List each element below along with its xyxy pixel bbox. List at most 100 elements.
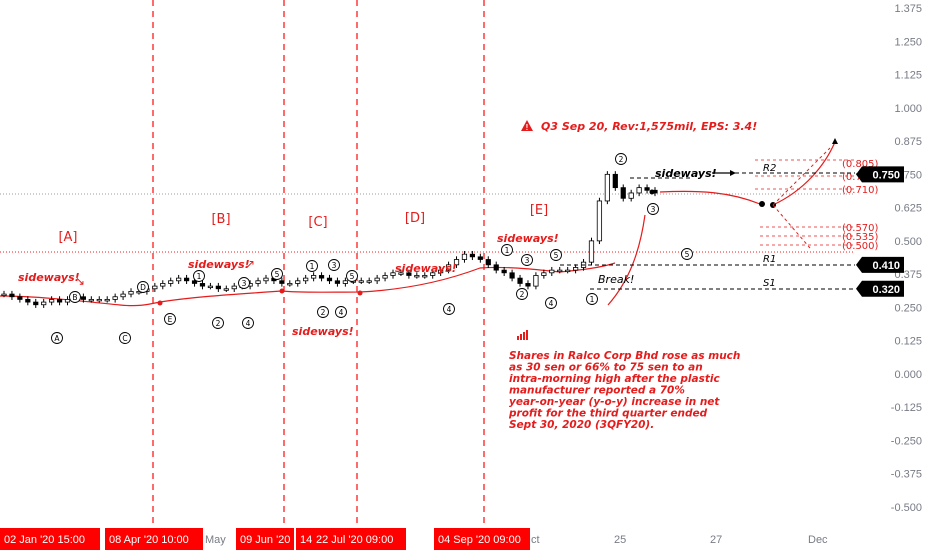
y-tick-label: 0.875 (894, 136, 922, 148)
svg-text:5: 5 (350, 272, 355, 281)
candle-body (152, 285, 158, 290)
svg-text:!: ! (526, 123, 529, 132)
candle-body (445, 264, 452, 271)
candle-body (295, 280, 301, 284)
date-flag-label: 09 Jun '20 (240, 534, 290, 546)
date-flag (296, 528, 314, 550)
trend-dot (157, 300, 163, 306)
svg-text:4: 4 (246, 319, 251, 328)
y-tick-label: -0.500 (891, 502, 922, 514)
candle-body (56, 299, 63, 303)
arrow-down-icon: ↘ (75, 274, 85, 288)
candle-body (533, 275, 539, 287)
svg-text:D: D (140, 283, 146, 292)
candle-body (382, 275, 388, 279)
sideways-label-b: sideways! (188, 258, 250, 271)
sideways-label-c: sideways! (292, 325, 354, 338)
projection-dashed (772, 147, 831, 206)
wave-label: 2 (317, 306, 329, 318)
y-tick-label: 1.250 (894, 36, 922, 48)
fib-label: (0.535) (842, 232, 879, 243)
candle-body (414, 275, 420, 278)
svg-text:2: 2 (520, 290, 525, 299)
candle-body (17, 296, 23, 300)
wave-label: 3 (521, 254, 533, 266)
candle-body (422, 275, 428, 278)
wave-label: 4 (545, 297, 557, 309)
y-tick-label: -0.250 (891, 435, 922, 447)
trend-dot (279, 288, 285, 294)
wave-label: 4 (335, 306, 347, 318)
earnings-note: Q3 Sep 20, Rev:1,575mil, EPS: 3.4! (541, 120, 757, 133)
candle-body (565, 269, 571, 273)
trend-curve (0, 262, 616, 307)
fib-label: (0.805) (842, 159, 879, 170)
candle-body (191, 280, 198, 284)
candle-body (628, 192, 634, 199)
candle-body (461, 253, 468, 260)
candle-body (263, 277, 269, 282)
candle-body (168, 280, 174, 284)
warning-icon: ! (521, 120, 533, 132)
svg-text:2: 2 (321, 308, 326, 317)
candle-body (279, 280, 285, 284)
candle-body (255, 280, 261, 284)
svg-text:4: 4 (339, 308, 344, 317)
candle-body (644, 187, 650, 191)
candle-body (96, 299, 102, 302)
candle-body (485, 259, 491, 266)
y-tick-label: 1.000 (894, 103, 922, 115)
wave-label: 3 (647, 203, 659, 215)
svg-text:1: 1 (505, 246, 510, 255)
phase-labels: [A] [B] [C] [D] [E] (58, 203, 548, 245)
svg-text:1: 1 (197, 272, 202, 281)
candle-body (366, 280, 372, 283)
price-tag: 0.750 (856, 166, 904, 183)
projection-dot (759, 201, 765, 207)
date-flag (314, 528, 406, 550)
wave-label: 4 (242, 317, 254, 329)
svg-text:E: E (168, 315, 173, 324)
date-flag-label: 04 Sep '20 09:00 (438, 534, 521, 546)
price-tag-bg (856, 280, 904, 297)
candle-body (453, 259, 460, 266)
candle-body (517, 277, 523, 284)
candle-body (390, 272, 396, 276)
phase-label-c: [C] (308, 215, 327, 230)
candle-body (509, 272, 515, 279)
wave-label: 5 (681, 248, 693, 260)
y-tick-label: 0.500 (894, 236, 922, 248)
fib-label: (0.570) (842, 223, 879, 234)
candle-body (501, 269, 507, 274)
candle-body (469, 253, 476, 258)
candle-body (334, 280, 341, 284)
date-flag (105, 528, 203, 550)
candle-body (64, 299, 71, 303)
price-tag-label: 0.320 (872, 284, 900, 296)
sideways-label-a: sideways! (18, 271, 80, 284)
candle-body (374, 277, 380, 282)
wave-label: C (119, 332, 131, 344)
candle-body (33, 301, 39, 306)
candle-body (620, 187, 626, 199)
wave-label: 3 (328, 259, 340, 271)
candle-body (104, 299, 110, 302)
svg-text:C: C (122, 334, 127, 343)
trend-dot (357, 290, 363, 296)
break-label: Break! (598, 273, 634, 286)
svg-text:B: B (72, 293, 77, 302)
projection-arrow-up (772, 141, 836, 206)
date-flag (236, 528, 294, 550)
fib-label: (0.500) (842, 241, 879, 252)
date-flag-label: 02 Jan '20 15:00 (4, 534, 85, 546)
svg-text:2: 2 (619, 155, 624, 164)
candle-body (303, 277, 309, 282)
phase-separators (152, 0, 485, 528)
price-tag: 0.410 (856, 256, 904, 273)
breakout-arrow (607, 214, 646, 306)
x-tick: ct (531, 534, 540, 546)
candle-body (549, 269, 555, 274)
candle-body (573, 267, 579, 271)
candle-body (477, 256, 483, 260)
price-tags: 0.750 0.410 0.320 (856, 166, 904, 297)
